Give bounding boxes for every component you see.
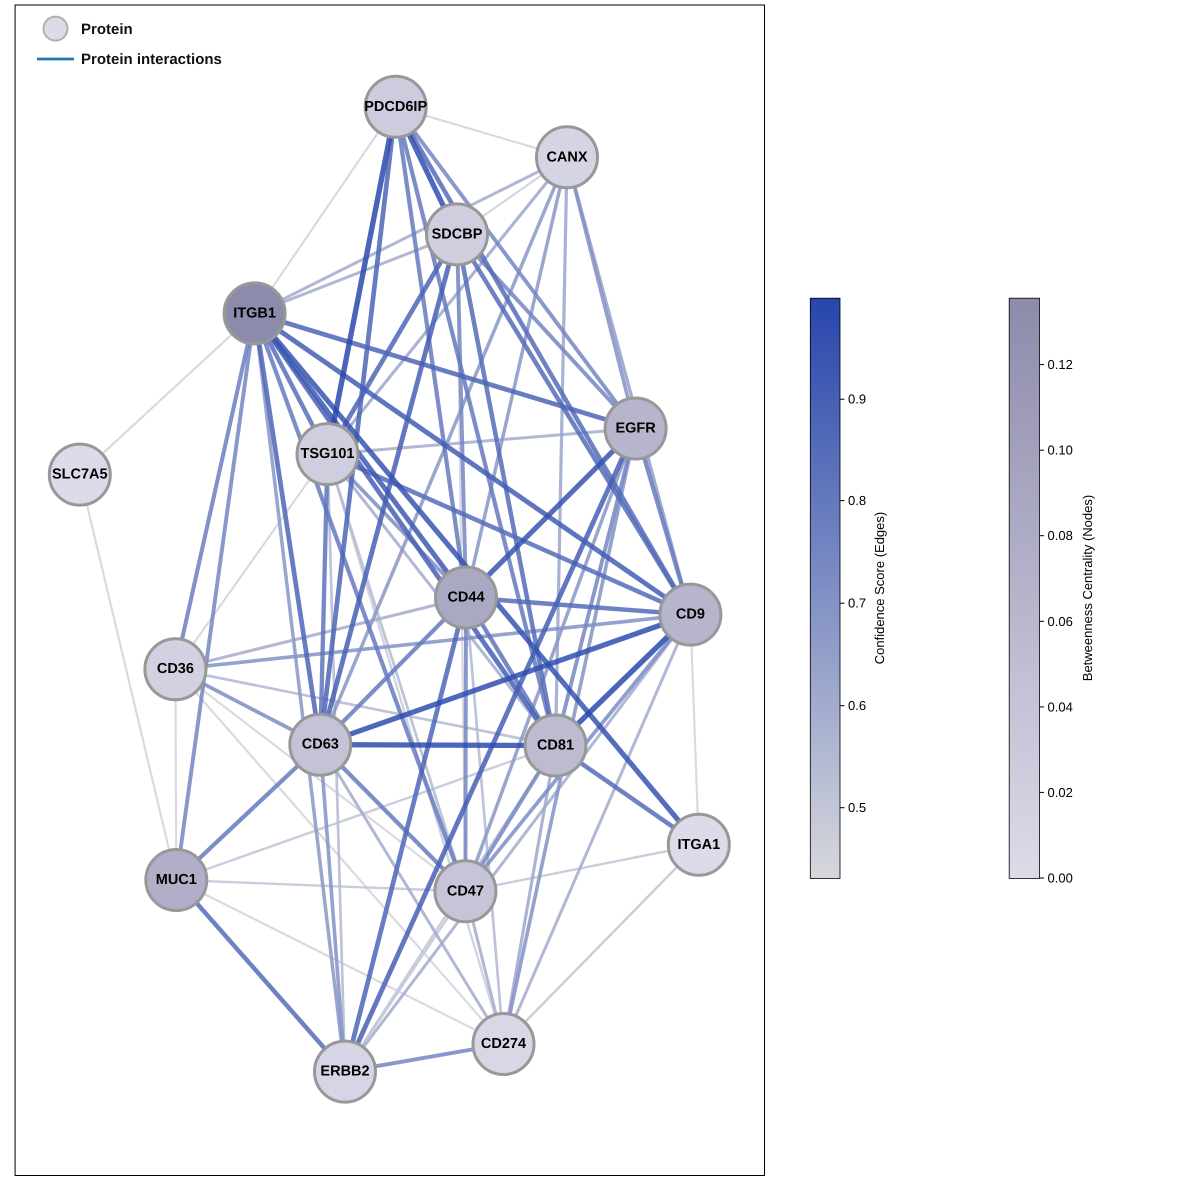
svg-text:0.6: 0.6	[848, 698, 866, 713]
svg-text:CD44: CD44	[447, 590, 484, 606]
svg-text:0.12: 0.12	[1048, 357, 1073, 372]
svg-text:0.8: 0.8	[848, 493, 866, 508]
svg-text:Betweenness Centrality (Nodes): Betweenness Centrality (Nodes)	[1080, 495, 1095, 681]
svg-text:CD47: CD47	[447, 883, 484, 899]
svg-text:CD274: CD274	[481, 1036, 526, 1052]
svg-text:0.04: 0.04	[1048, 699, 1073, 714]
svg-text:0.10: 0.10	[1048, 443, 1073, 458]
svg-text:SDCBP: SDCBP	[432, 226, 483, 242]
svg-text:0.5: 0.5	[848, 800, 866, 815]
svg-text:MUC1: MUC1	[156, 872, 197, 888]
svg-text:CANX: CANX	[546, 149, 587, 165]
svg-text:ITGA1: ITGA1	[677, 837, 720, 853]
svg-text:PDCD6IP: PDCD6IP	[364, 99, 427, 115]
svg-text:0.02: 0.02	[1048, 785, 1073, 800]
svg-text:Confidence Score (Edges): Confidence Score (Edges)	[872, 512, 887, 664]
svg-text:ERBB2: ERBB2	[320, 1064, 369, 1080]
svg-text:CD9: CD9	[676, 607, 705, 623]
svg-text:EGFR: EGFR	[615, 421, 656, 437]
svg-text:0.9: 0.9	[848, 392, 866, 407]
svg-text:Protein: Protein	[81, 21, 133, 38]
svg-text:0.08: 0.08	[1048, 528, 1073, 543]
svg-text:TSG101: TSG101	[301, 446, 355, 462]
svg-text:0.06: 0.06	[1048, 614, 1073, 629]
svg-text:CD81: CD81	[537, 738, 574, 754]
svg-text:ITGB1: ITGB1	[233, 305, 276, 321]
svg-text:SLC7A5: SLC7A5	[52, 467, 108, 483]
svg-text:Protein interactions: Protein interactions	[81, 51, 222, 68]
svg-text:CD36: CD36	[157, 661, 194, 677]
svg-text:0.00: 0.00	[1048, 871, 1073, 886]
svg-text:CD63: CD63	[302, 737, 339, 753]
svg-text:0.7: 0.7	[848, 596, 866, 611]
